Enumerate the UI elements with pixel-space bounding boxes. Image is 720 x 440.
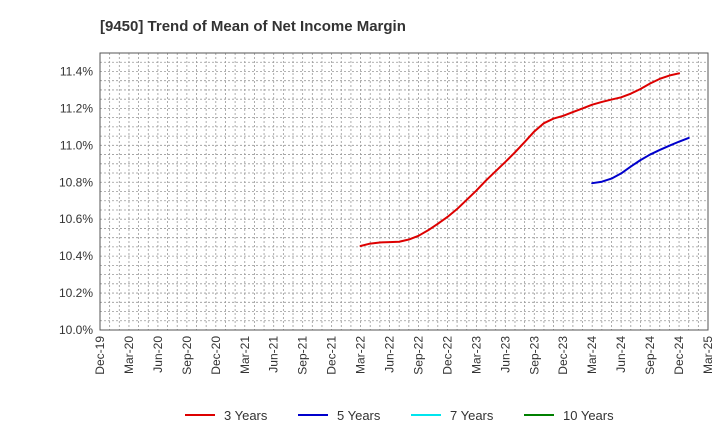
x-axis: Dec-19 Mar-20 Jun-20 Sep-20 Dec-20 Mar-21 Jun-… bbox=[93, 336, 715, 375]
x-tick-label: Dec-22 bbox=[440, 336, 454, 375]
y-tick-label: 11.0% bbox=[60, 138, 93, 152]
series-line-3-years bbox=[359, 72, 681, 247]
y-tick-label: 11.4% bbox=[60, 64, 93, 78]
series-line-5-years bbox=[591, 136, 690, 185]
x-tick-label: Mar-24 bbox=[585, 336, 599, 374]
legend-item-10-years: 10 Years bbox=[524, 408, 614, 423]
legend-label: 5 Years bbox=[337, 408, 381, 423]
x-tick-label: Jun-22 bbox=[383, 336, 397, 373]
x-tick-label: Sep-20 bbox=[180, 336, 194, 375]
y-tick-label: 11.2% bbox=[60, 101, 93, 115]
x-tick-label: Dec-21 bbox=[325, 336, 339, 375]
x-tick-label: Jun-23 bbox=[498, 336, 512, 373]
y-tick-label: 10.6% bbox=[59, 212, 93, 226]
x-tick-label: Mar-23 bbox=[469, 336, 483, 374]
x-tick-label: Mar-22 bbox=[354, 336, 368, 374]
legend-label: 10 Years bbox=[563, 408, 614, 423]
x-tick-label: Dec-24 bbox=[672, 336, 686, 375]
x-tick-label: Jun-20 bbox=[151, 336, 165, 373]
x-tick-label: Sep-22 bbox=[411, 336, 425, 375]
plot-frame bbox=[99, 52, 709, 331]
x-tick-label: Dec-20 bbox=[209, 336, 223, 375]
x-tick-label: Dec-19 bbox=[93, 336, 107, 375]
x-tick-label: Sep-24 bbox=[643, 336, 657, 375]
legend-item-5-years: 5 Years bbox=[298, 408, 381, 423]
y-axis: 10.0% 10.2% 10.4% 10.6% 10.8% 11.0% 11.2% 11.4% bbox=[59, 64, 93, 337]
legend-item-3-years: 3 Years bbox=[185, 408, 268, 423]
legend: 3 Years 5 Years 7 Years 10 Years bbox=[185, 408, 614, 423]
x-tick-label: Jun-21 bbox=[267, 336, 281, 373]
y-tick-label: 10.8% bbox=[59, 175, 93, 189]
x-tick-label: Sep-23 bbox=[527, 336, 541, 375]
y-tick-label: 10.0% bbox=[59, 323, 93, 337]
y-tick-label: 10.4% bbox=[59, 249, 93, 263]
x-tick-label: Mar-21 bbox=[238, 336, 252, 374]
x-tick-label: Mar-25 bbox=[701, 336, 715, 374]
x-tick-label: Dec-23 bbox=[556, 336, 570, 375]
legend-item-7-years: 7 Years bbox=[411, 408, 494, 423]
chart-title: [9450] Trend of Mean of Net Income Margi… bbox=[100, 18, 406, 35]
x-tick-label: Mar-20 bbox=[122, 336, 136, 374]
series-lines bbox=[359, 72, 690, 247]
x-tick-label: Jun-24 bbox=[614, 336, 628, 373]
legend-label: 7 Years bbox=[450, 408, 494, 423]
y-tick-label: 10.2% bbox=[59, 286, 93, 300]
legend-label: 3 Years bbox=[224, 408, 268, 423]
x-tick-label: Sep-21 bbox=[296, 336, 310, 375]
grid bbox=[100, 53, 708, 330]
